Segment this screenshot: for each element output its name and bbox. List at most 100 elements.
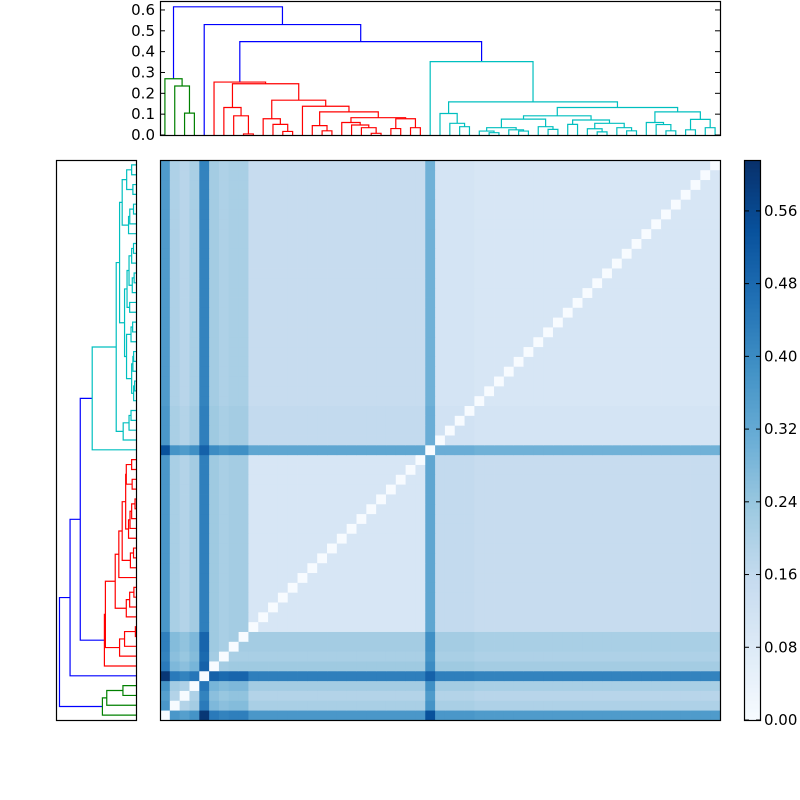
heatmap-cell bbox=[189, 474, 200, 485]
heatmap-cell bbox=[680, 552, 691, 564]
heatmap-cell bbox=[523, 631, 534, 642]
heatmap-cell bbox=[680, 710, 691, 721]
heatmap-cell bbox=[317, 327, 328, 338]
colorbar-segment bbox=[745, 604, 760, 609]
heatmap-cell bbox=[209, 572, 220, 583]
heatmap-cell bbox=[277, 494, 289, 505]
heatmap-cell bbox=[552, 189, 564, 200]
heatmap-cell bbox=[690, 356, 701, 367]
heatmap-cell bbox=[621, 268, 632, 279]
heatmap-cell bbox=[710, 690, 721, 701]
dendrogram-link bbox=[183, 112, 195, 135]
heatmap-cell bbox=[690, 385, 701, 397]
heatmap-cell bbox=[268, 238, 279, 249]
heatmap-cell bbox=[523, 356, 534, 367]
heatmap-cell bbox=[179, 327, 190, 338]
heatmap-cell bbox=[710, 297, 721, 308]
heatmap-cell bbox=[602, 710, 613, 721]
heatmap-cell bbox=[209, 552, 220, 564]
heatmap-cell bbox=[179, 592, 190, 603]
heatmap-cell bbox=[287, 651, 298, 662]
heatmap-cell bbox=[346, 533, 357, 544]
heatmap-cell bbox=[199, 454, 210, 465]
heatmap-cell bbox=[670, 494, 682, 505]
heatmap-cell bbox=[680, 474, 691, 485]
heatmap-cell bbox=[258, 543, 269, 554]
heatmap-cell bbox=[611, 376, 623, 387]
heatmap-cell bbox=[513, 376, 524, 387]
heatmap-cell bbox=[513, 582, 524, 593]
heatmap-cell bbox=[336, 552, 348, 564]
heatmap-cell bbox=[494, 258, 505, 269]
heatmap-cell bbox=[218, 366, 230, 377]
heatmap-cell bbox=[268, 218, 279, 230]
heatmap-cell bbox=[199, 327, 210, 338]
heatmap-cell bbox=[552, 641, 564, 652]
heatmap-cell bbox=[179, 376, 190, 387]
heatmap-cell bbox=[336, 543, 348, 554]
heatmap-cell bbox=[523, 425, 534, 436]
heatmap-cell bbox=[268, 385, 279, 397]
heatmap-cell bbox=[611, 189, 623, 200]
heatmap-cell bbox=[268, 415, 279, 426]
heatmap-cell bbox=[651, 258, 662, 269]
heatmap-cell bbox=[631, 189, 642, 200]
heatmap-cell bbox=[503, 395, 515, 407]
heatmap-cell bbox=[268, 209, 279, 220]
colorbar-segment bbox=[745, 224, 760, 229]
heatmap-cell bbox=[435, 385, 446, 397]
heatmap-cell bbox=[503, 533, 515, 544]
heatmap-cell bbox=[199, 218, 210, 230]
heatmap-cell bbox=[435, 327, 446, 338]
heatmap-cell bbox=[582, 444, 593, 456]
heatmap-cell bbox=[562, 484, 574, 495]
heatmap-cell bbox=[327, 572, 338, 583]
heatmap-cell bbox=[356, 484, 367, 495]
colorbar-segment bbox=[745, 444, 760, 449]
heatmap-cell bbox=[592, 700, 603, 711]
dendrogram-link bbox=[685, 129, 697, 135]
heatmap-cell bbox=[160, 464, 171, 475]
heatmap-cell bbox=[444, 366, 456, 377]
heatmap-cell bbox=[690, 552, 701, 564]
heatmap-cell bbox=[552, 513, 564, 524]
heatmap-cell bbox=[160, 523, 171, 534]
heatmap-cell bbox=[621, 552, 632, 564]
heatmap-cell bbox=[474, 690, 485, 701]
heatmap-cell bbox=[307, 199, 318, 210]
heatmap-cell bbox=[690, 199, 701, 210]
heatmap-cell bbox=[160, 513, 171, 524]
heatmap-cell bbox=[405, 631, 416, 642]
heatmap-cell bbox=[258, 415, 269, 426]
heatmap-cell bbox=[670, 592, 682, 603]
heatmap-cell bbox=[385, 258, 397, 269]
heatmap-cell bbox=[464, 454, 475, 465]
heatmap-cell bbox=[209, 366, 220, 377]
heatmap-cell bbox=[169, 611, 181, 623]
heatmap-cell bbox=[218, 631, 230, 642]
heatmap-cell bbox=[287, 552, 298, 564]
heatmap-cell bbox=[523, 690, 534, 701]
heatmap-cell bbox=[425, 552, 436, 564]
heatmap-cell bbox=[307, 346, 318, 357]
heatmap-cell bbox=[543, 661, 554, 672]
heatmap-cell bbox=[297, 562, 308, 574]
heatmap-cell bbox=[169, 444, 181, 456]
heatmap-cell bbox=[552, 258, 564, 269]
heatmap-cell bbox=[670, 435, 682, 446]
heatmap-cell bbox=[543, 297, 554, 308]
heatmap-cell bbox=[189, 543, 200, 554]
heatmap-cell bbox=[710, 661, 721, 672]
heatmap-cell bbox=[621, 700, 632, 711]
heatmap-cell bbox=[307, 631, 318, 642]
heatmap-cell bbox=[552, 209, 564, 220]
heatmap-cell bbox=[611, 464, 623, 475]
heatmap-cell bbox=[385, 572, 397, 583]
heatmap-cell bbox=[533, 484, 544, 495]
heatmap-cell bbox=[661, 297, 672, 308]
heatmap-cell bbox=[218, 268, 230, 279]
heatmap-cell bbox=[336, 621, 348, 632]
heatmap-cell bbox=[444, 602, 456, 613]
heatmap-cell bbox=[307, 179, 318, 190]
heatmap-cell bbox=[543, 464, 554, 475]
